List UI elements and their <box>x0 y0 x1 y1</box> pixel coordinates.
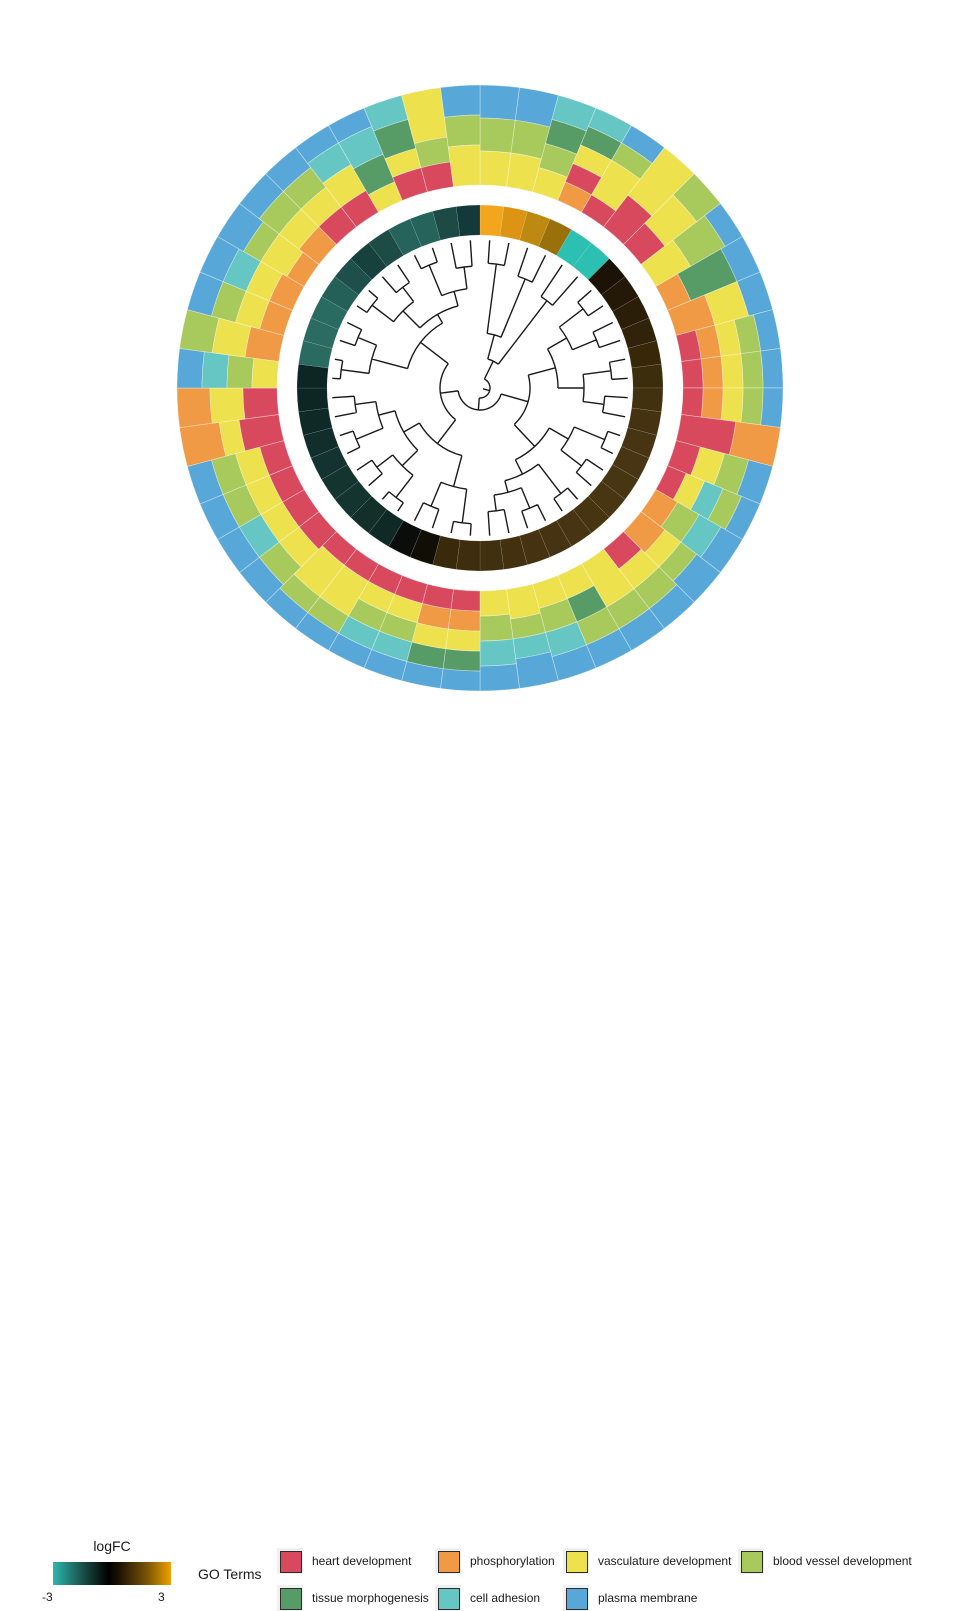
dendrogram <box>332 240 628 536</box>
logfc-segment <box>296 363 329 389</box>
go-term-block <box>242 387 280 420</box>
logfc-segment <box>296 387 329 413</box>
go-term-block <box>700 355 724 389</box>
vasculature-development-swatch <box>566 1551 588 1573</box>
go-term-block <box>450 588 481 612</box>
go-term-block <box>760 348 784 389</box>
go-term-block <box>720 353 744 389</box>
go-term-block <box>680 358 704 389</box>
legend-area: logFC -3 3 GO Terms heart development ph… <box>0 762 960 1611</box>
logfc-legend-title: logFC <box>93 1538 131 1554</box>
logfc-segment <box>631 363 664 389</box>
logfc-segment <box>479 204 505 237</box>
go-term-block <box>201 351 230 389</box>
go-term-block <box>209 387 246 424</box>
legend-label: blood vessel development <box>773 1554 912 1568</box>
go-term-block <box>479 84 520 121</box>
legend-label: heart development <box>312 1554 412 1568</box>
logfc-segment <box>479 539 505 572</box>
logfc-min-label: -3 <box>42 1590 53 1604</box>
tissue-morphogenesis-swatch <box>280 1588 302 1610</box>
go-term-block <box>479 638 517 667</box>
go-term-block <box>445 628 481 652</box>
phosphorylation-swatch <box>438 1551 460 1573</box>
blood-vessel-development-swatch <box>741 1551 763 1573</box>
go-term-block <box>700 387 724 421</box>
logfc-segment <box>455 204 481 237</box>
go-term-block <box>479 613 514 642</box>
logfc-gradient-bar <box>53 1562 171 1585</box>
go-term-block <box>440 668 481 692</box>
go-term-block <box>720 387 744 423</box>
go-term-block <box>740 387 764 426</box>
heart-development-swatch <box>280 1551 302 1573</box>
go-term-block <box>680 387 704 418</box>
go-term-block <box>447 144 481 188</box>
gocluster-figure: { "figure": { "kind": "circular gene-clu… <box>0 84 960 1611</box>
go-term-block <box>176 348 205 389</box>
logfc-segment <box>455 539 481 572</box>
cell-adhesion-swatch <box>438 1588 460 1610</box>
logfc-max-label: 3 <box>158 1590 165 1604</box>
go-term-block <box>479 663 520 692</box>
go-term-block <box>442 648 481 672</box>
legend-label: vasculature development <box>598 1554 732 1568</box>
go-term-block <box>760 387 784 428</box>
go-term-block <box>447 608 481 632</box>
go-term-block <box>226 354 255 389</box>
plasma-membrane-swatch <box>566 1588 588 1610</box>
go-terms-legend-title: GO Terms <box>198 1566 262 1582</box>
go-term-block <box>479 117 516 154</box>
legend-label: plasma membrane <box>598 1591 698 1605</box>
legend-label: tissue morphogenesis <box>312 1591 429 1605</box>
go-term-block <box>443 114 481 148</box>
logfc-segment <box>631 387 664 413</box>
gocluster-plot <box>176 84 784 692</box>
go-term-block <box>176 387 213 428</box>
go-term-block <box>479 150 512 188</box>
go-term-block <box>479 588 511 617</box>
legend-label: phosphorylation <box>470 1554 555 1568</box>
go-term-block <box>440 84 481 118</box>
go-term-block <box>251 357 280 389</box>
go-term-block <box>740 350 764 389</box>
legend-label: cell adhesion <box>470 1591 541 1605</box>
